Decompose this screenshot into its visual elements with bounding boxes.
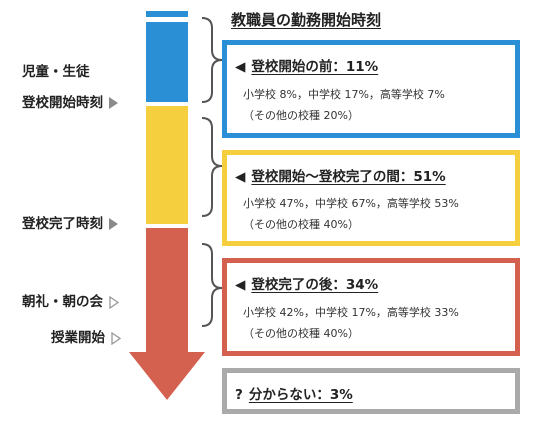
box-before-heading: ◀ 登校開始の前：11% bbox=[235, 55, 378, 75]
box-before-line1: 小学校 8%，中学校 17%，高等学校 7% bbox=[243, 88, 445, 101]
box-unknown: ? 分からない：3% bbox=[222, 368, 520, 414]
label-arrival-start-text: 登校開始時刻 bbox=[22, 95, 103, 111]
segment-unknown bbox=[146, 11, 188, 17]
box-after-heading: ◀ 登校完了の後：34% bbox=[235, 273, 378, 293]
segment-after bbox=[129, 228, 205, 400]
marker-solid-icon bbox=[109, 97, 118, 109]
label-student: 児童・生徒 bbox=[22, 64, 90, 80]
box-after-line1: 小学校 42%，中学校 17%，高等学校 33% bbox=[243, 306, 459, 319]
label-morning-assembly-text: 朝礼・朝の会 bbox=[22, 294, 103, 310]
marker-solid-icon bbox=[109, 218, 118, 230]
label-class-start-text: 授業開始 bbox=[51, 330, 105, 346]
box-unknown-heading-text: 分からない：3% bbox=[248, 387, 353, 403]
box-unknown-heading: ? 分からない：3% bbox=[235, 383, 353, 403]
box-between-heading-text: 登校開始〜登校完了の間：51% bbox=[251, 169, 446, 185]
box-before: ◀ 登校開始の前：11% 小学校 8%，中学校 17%，高等学校 7% （その他の… bbox=[222, 40, 520, 138]
segment-before bbox=[146, 22, 188, 102]
bracket-before bbox=[201, 17, 223, 103]
bracket-after bbox=[201, 243, 223, 327]
box-between-line2: （その他の校種 40%） bbox=[243, 218, 359, 231]
marker-outline-icon bbox=[109, 295, 119, 309]
question-icon: ? bbox=[235, 387, 243, 403]
box-before-heading-text: 登校開始の前：11% bbox=[251, 59, 379, 75]
label-morning-assembly: 朝礼・朝の会 bbox=[22, 290, 119, 310]
box-between-line1: 小学校 47%，中学校 67%，高等学校 53% bbox=[243, 197, 459, 210]
left-arrow-icon: ◀ bbox=[235, 169, 246, 185]
label-arrival-complete: 登校完了時刻 bbox=[22, 212, 118, 232]
box-between-heading: ◀ 登校開始〜登校完了の間：51% bbox=[235, 165, 446, 185]
box-between: ◀ 登校開始〜登校完了の間：51% 小学校 47%，中学校 67%，高等学校 53… bbox=[222, 150, 520, 246]
label-class-start: 授業開始 bbox=[51, 326, 121, 346]
box-after-line2: （その他の校種 40%） bbox=[243, 327, 359, 340]
bracket-between bbox=[201, 117, 223, 217]
label-arrival-complete-text: 登校完了時刻 bbox=[22, 216, 103, 232]
left-arrow-icon: ◀ bbox=[235, 59, 246, 75]
marker-outline-icon bbox=[111, 331, 121, 345]
segment-between bbox=[146, 106, 188, 224]
box-after-heading-text: 登校完了の後：34% bbox=[251, 277, 379, 293]
box-after: ◀ 登校完了の後：34% 小学校 42%，中学校 17%，高等学校 33% （その… bbox=[222, 258, 520, 356]
left-arrow-icon: ◀ bbox=[235, 277, 246, 293]
label-arrival-start: 登校開始時刻 bbox=[22, 91, 118, 111]
box-before-line2: （その他の校種 20%） bbox=[243, 109, 359, 122]
diagram-title: 教職員の勤務開始時刻 bbox=[231, 11, 382, 29]
